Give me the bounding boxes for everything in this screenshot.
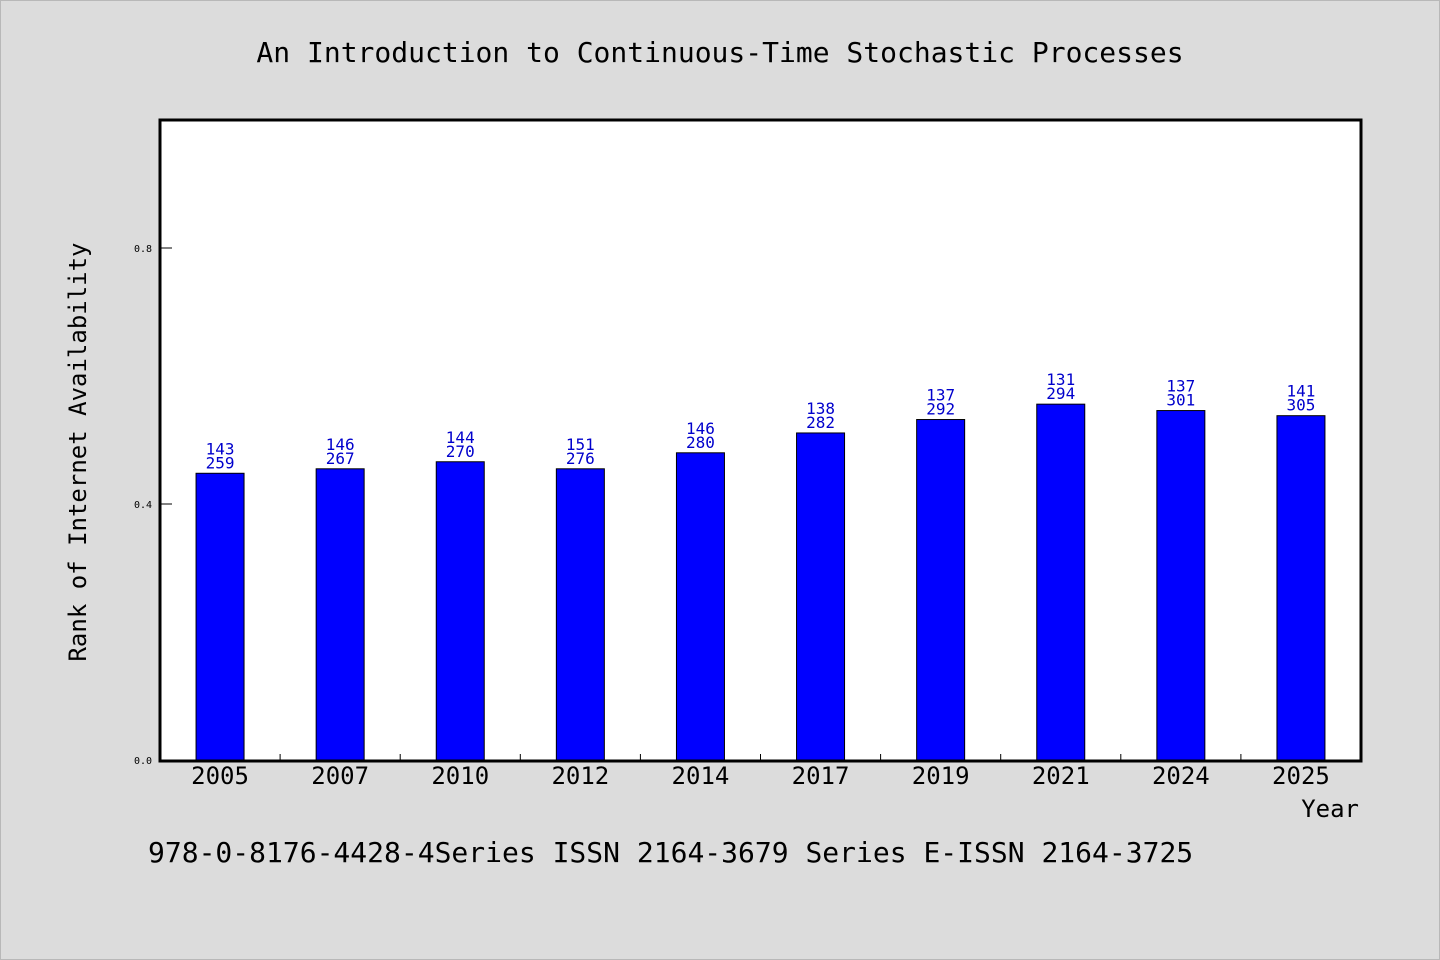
- bar: [1156, 410, 1206, 761]
- data-label-top: 137: [1166, 377, 1195, 396]
- y-tick-label: 0.0: [134, 756, 152, 767]
- data-label-bottom: 267: [326, 449, 355, 468]
- bar: [675, 452, 725, 761]
- x-tick-label: 2010: [431, 762, 489, 790]
- data-label-top: 138: [806, 399, 835, 418]
- data-label-top: 146: [326, 435, 355, 454]
- bar: [796, 432, 846, 761]
- data-label-top: 146: [686, 419, 715, 438]
- y-tick-label: 0.4: [134, 500, 152, 511]
- data-label-bottom: 259: [206, 453, 235, 472]
- x-tick-label: 2012: [551, 762, 609, 790]
- x-tick-label: 2005: [191, 762, 249, 790]
- data-label-top: 144: [446, 428, 475, 447]
- data-label-bottom: 270: [446, 442, 475, 461]
- data-label-bottom: 280: [686, 433, 715, 452]
- data-label-bottom: 305: [1286, 396, 1315, 415]
- data-label-bottom: 294: [1046, 384, 1075, 403]
- footer-text: 978-0-8176-4428-4Series ISSN 2164-3679 S…: [148, 836, 1193, 869]
- y-axis-title: Rank of Internet Availability: [64, 242, 92, 661]
- x-tick-label: 2024: [1152, 762, 1210, 790]
- data-label-top: 137: [926, 386, 955, 405]
- x-tick-label: 2019: [912, 762, 970, 790]
- data-label-top: 141: [1286, 382, 1315, 401]
- y-tick-label: 0.8: [134, 244, 152, 255]
- data-label-bottom: 276: [566, 449, 595, 468]
- x-tick-label: 2007: [311, 762, 369, 790]
- bar: [1036, 403, 1086, 761]
- bar: [1276, 415, 1326, 761]
- x-axis-title: Year: [1301, 795, 1359, 823]
- x-tick-label: 2014: [672, 762, 730, 790]
- bar: [315, 468, 365, 761]
- plot-frame: [158, 118, 1363, 763]
- bar: [195, 472, 245, 761]
- data-label-bottom: 301: [1166, 391, 1195, 410]
- data-label-bottom: 292: [926, 400, 955, 419]
- chart-title: An Introduction to Continuous-Time Stoch…: [256, 36, 1183, 69]
- data-label-top: 151: [566, 435, 595, 454]
- bar: [435, 461, 485, 761]
- bar: [555, 468, 605, 761]
- x-axis-labels: 2005 2007 2010 2012 2014 2017 2019 2021 2024 2025: [191, 754, 1330, 790]
- data-label-top: 143: [206, 439, 235, 458]
- data-label-top: 131: [1046, 370, 1075, 389]
- x-tick-label: 2017: [792, 762, 850, 790]
- bar: [916, 419, 966, 761]
- x-tick-label: 2021: [1032, 762, 1090, 790]
- data-label-bottom: 282: [806, 413, 835, 432]
- x-tick-label: 2025: [1272, 762, 1330, 790]
